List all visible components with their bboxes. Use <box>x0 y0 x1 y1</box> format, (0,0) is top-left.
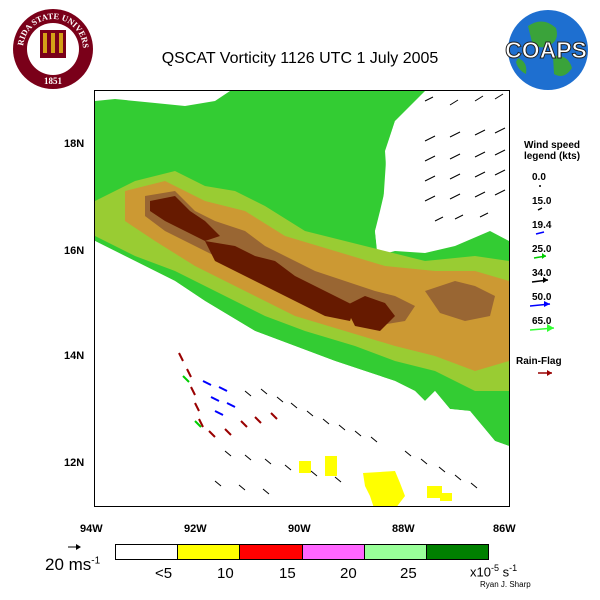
lon-label: 92W <box>184 523 207 535</box>
legend-arrows <box>530 185 555 332</box>
vorticity-patch <box>440 493 452 501</box>
vorticity-map <box>94 90 510 507</box>
colorbar-swatch <box>240 545 303 559</box>
legend-title-line1: Wind speed <box>523 140 581 151</box>
legend-value: 65.0 <box>532 316 552 327</box>
colorbar-label: 20 <box>340 565 357 582</box>
colorbar-units: x10-5 s-1 <box>470 563 518 580</box>
coaps-logo: COAPS <box>498 6 594 96</box>
colorbar-label: 15 <box>279 565 296 582</box>
legend-value: 15.0 <box>532 196 552 207</box>
colorbar-swatch <box>178 545 241 559</box>
vorticity-patch <box>363 471 405 506</box>
legend-value: 34.0 <box>532 268 552 279</box>
vorticity-patch <box>427 486 442 498</box>
colorbar-label: 10 <box>217 565 234 582</box>
lon-label: 90W <box>288 523 311 535</box>
lon-label: 86W <box>493 523 516 535</box>
svg-text:COAPS: COAPS <box>505 37 587 63</box>
rain-flag-arrow <box>538 370 552 376</box>
svg-text:1851: 1851 <box>44 76 63 86</box>
legend-value: 25.0 <box>532 244 552 255</box>
vorticity-colorbar <box>115 544 489 560</box>
legend-title-line2: legend (kts) <box>523 151 581 162</box>
colorbar-label: 25 <box>400 565 417 582</box>
lat-label: 18N <box>64 138 85 150</box>
colorbar-swatch <box>116 545 179 559</box>
author-credit: Ryan J. Sharp <box>480 580 531 589</box>
lon-label: 88W <box>392 523 415 535</box>
legend-value: 50.0 <box>532 292 552 303</box>
colorbar-label: <5 <box>155 565 173 582</box>
colorbar-swatch <box>302 545 365 559</box>
vorticity-patch <box>325 456 337 476</box>
colorbar-swatch <box>426 545 489 559</box>
lat-label: 12N <box>64 457 85 469</box>
vorticity-patch <box>299 461 311 473</box>
legend-value: 19.4 <box>532 220 552 231</box>
lon-label: 94W <box>80 523 103 535</box>
chart-title: QSCAT Vorticity 1126 UTC 1 July 2005 <box>161 50 439 67</box>
rain-flag-label: Rain-Flag <box>516 356 562 367</box>
scale-arrow <box>68 544 81 550</box>
legend-value: 0.0 <box>532 172 546 183</box>
lat-label: 14N <box>64 350 85 362</box>
lat-label: 16N <box>64 245 85 257</box>
colorbar-swatch <box>364 545 427 559</box>
fsu-seal-logo: FLORIDA STATE UNIVERSITY 1851 <box>7 0 96 94</box>
wind-speed-legend: Wind speed legend (kts) <box>510 140 594 162</box>
scale-arrow-label: 20 ms-1 <box>45 555 101 574</box>
